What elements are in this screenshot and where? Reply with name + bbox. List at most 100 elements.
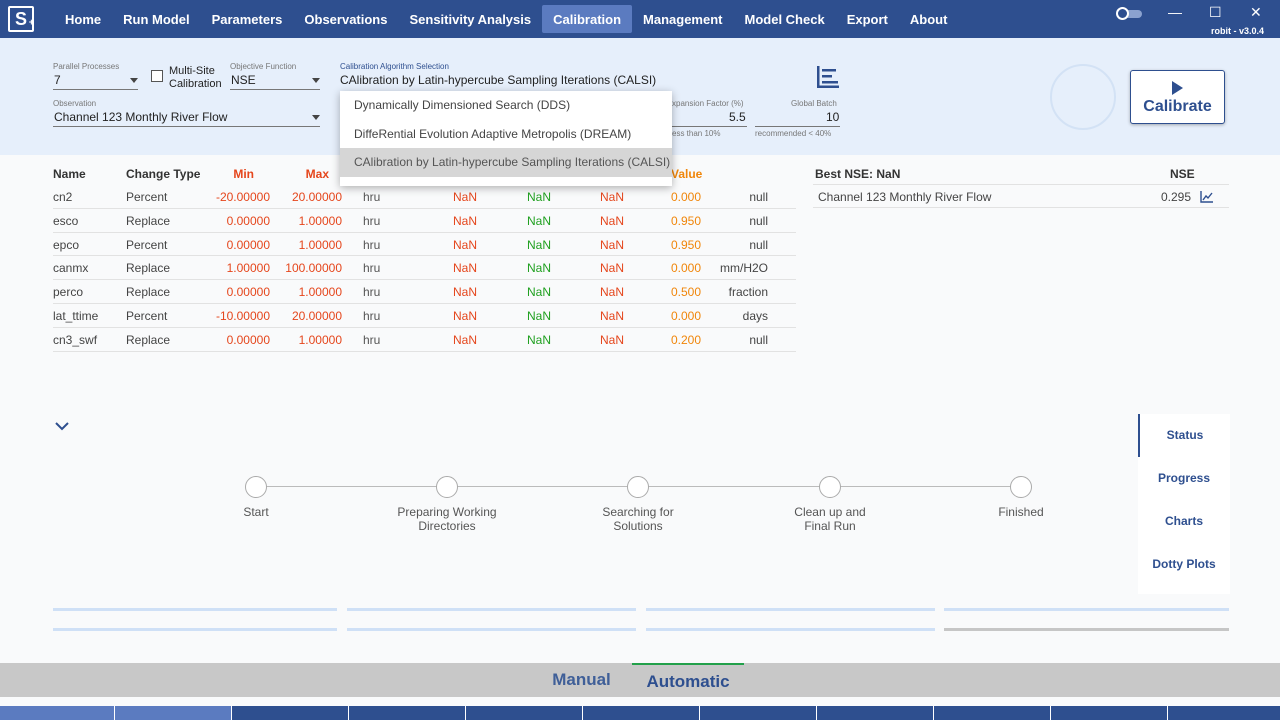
nav-run-model[interactable]: Run Model [123, 12, 190, 27]
step-label: Searching for Solutions [602, 505, 674, 533]
tab-status[interactable]: Status [1138, 414, 1230, 457]
min-value: 0.00000 [226, 213, 270, 228]
status-side-tabs: Status Progress Charts Dotty Plots [1138, 414, 1230, 594]
unit-value: hru [363, 261, 381, 276]
change-type: Replace [126, 213, 171, 228]
param-name: lat_ttime [53, 308, 99, 323]
batch-input[interactable]: 10 [826, 110, 840, 124]
tab-automatic[interactable]: Automatic [632, 663, 744, 697]
objective-label: Objective Function [230, 62, 297, 71]
parameters-table: Name Change Type Min Max Value cn2 Percen… [53, 162, 796, 352]
step-searching-circle [627, 476, 649, 498]
nan-value: NaN [600, 237, 625, 252]
maximize-icon[interactable]: ☐ [1209, 4, 1222, 20]
max-value: 20.00000 [291, 190, 342, 204]
change-type: Replace [126, 285, 171, 300]
nav-calibration[interactable]: Calibration [542, 5, 633, 33]
nan-value: NaN [600, 332, 625, 347]
change-type: Percent [126, 237, 168, 252]
nav-home[interactable]: Home [65, 12, 102, 27]
dropdown-option-dds[interactable]: Dynamically Dimensioned Search (DDS) [354, 98, 571, 112]
table-row[interactable]: Channel 123 Monthly River Flow 0.295 [813, 184, 1229, 208]
step-label: Clean up and Final Run [794, 505, 866, 533]
parallel-select[interactable]: 7 [54, 73, 61, 87]
unit-label: null [749, 213, 768, 228]
chevron-down-icon[interactable] [312, 115, 320, 120]
observation-label: Observation [53, 99, 97, 108]
nan-value: NaN [527, 332, 552, 347]
theme-toggle[interactable] [1116, 7, 1142, 20]
nan-value: NaN [527, 261, 552, 276]
nan-value: NaN [527, 190, 552, 204]
calibrate-button[interactable]: Calibrate [1130, 70, 1225, 124]
top-nav-bar: S + Home Run Model Parameters Observation… [0, 0, 1280, 38]
close-icon[interactable]: ✕ [1250, 4, 1262, 20]
nan-value: NaN [600, 190, 625, 204]
unit-value: hru [363, 285, 381, 300]
table-row[interactable]: cn2 Percent -20.00000 20.00000 hru NaN NaN NaN 0… [53, 185, 796, 209]
current-value: 0.000 [671, 190, 702, 204]
observation-name: Channel 123 Monthly River Flow [818, 190, 992, 204]
multisite-checkbox[interactable] [151, 70, 163, 82]
nav-export[interactable]: Export [846, 12, 888, 27]
chevron-down-icon[interactable] [312, 78, 320, 83]
current-value: 0.950 [671, 213, 702, 228]
nav-management[interactable]: Management [643, 12, 723, 27]
algorithm-dropdown-menu: Dynamically Dimensioned Search (DDS) Dif… [340, 91, 672, 186]
minimize-icon[interactable]: — [1168, 4, 1182, 20]
status-strip [0, 706, 1280, 720]
nan-value: NaN [527, 285, 552, 300]
current-value: 0.000 [671, 261, 702, 276]
chevron-down-icon[interactable] [55, 421, 69, 431]
step-label: Preparing Working Directories [397, 505, 497, 533]
best-nse-table: Best NSE: NaN NSE Channel 123 Monthly Ri… [813, 162, 1229, 208]
nan-value: NaN [600, 213, 625, 228]
param-name: canmx [53, 261, 89, 276]
nav-model-check[interactable]: Model Check [744, 12, 825, 27]
table-row[interactable]: cn3_swf Replace 0.00000 1.00000 hru NaN NaN NaN… [53, 328, 796, 352]
current-value: 0.950 [671, 237, 702, 252]
min-value: 0.00000 [226, 285, 270, 300]
step-cleanup-circle [819, 476, 841, 498]
change-type: Percent [126, 308, 168, 323]
tab-dotty-plots[interactable]: Dotty Plots [1152, 557, 1216, 571]
dropdown-option-dream[interactable]: DiffeRential Evolution Adaptive Metropol… [354, 126, 632, 141]
min-value: 1.00000 [226, 261, 270, 276]
param-name: epco [53, 237, 80, 252]
nan-value: NaN [527, 308, 552, 323]
nan-value: NaN [600, 285, 625, 300]
current-value: 0.200 [671, 332, 702, 347]
table-row[interactable]: perco Replace 0.00000 1.00000 hru NaN NaN NaN 0.… [53, 280, 796, 304]
nav-parameters[interactable]: Parameters [211, 12, 283, 27]
dropdown-option-calsi[interactable]: CAlibration by Latin-hypercube Sampling … [340, 148, 672, 177]
best-nse-title: Best NSE: NaN [815, 167, 901, 181]
nav-observations[interactable]: Observations [304, 12, 388, 27]
min-value: -10.00000 [215, 308, 270, 323]
current-value: 0.000 [671, 308, 702, 323]
chevron-down-icon[interactable] [130, 78, 138, 83]
nav-sensitivity-analysis[interactable]: Sensitivity Analysis [409, 12, 532, 27]
nav-about[interactable]: About [909, 12, 948, 27]
change-type: Replace [126, 261, 171, 276]
table-row[interactable]: esco Replace 0.00000 1.00000 hru NaN NaN NaN 0.9… [53, 209, 796, 233]
nan-value: NaN [453, 285, 478, 300]
max-value: 1.00000 [298, 332, 342, 347]
tab-charts[interactable]: Charts [1164, 514, 1203, 528]
max-value: 20.00000 [291, 308, 342, 323]
line-chart-icon[interactable] [1200, 191, 1214, 203]
version-label: robit - v3.0.4 [1210, 26, 1264, 36]
tab-progress[interactable]: Progress [1157, 471, 1211, 485]
table-row[interactable]: lat_ttime Percent -10.00000 20.00000 hru NaN N… [53, 304, 796, 328]
table-row[interactable]: epco Percent 0.00000 1.00000 hru NaN NaN NaN 0.9… [53, 233, 796, 257]
unit-label: fraction [728, 285, 768, 300]
max-value: 1.00000 [298, 237, 342, 252]
observation-select[interactable]: Channel 123 Monthly River Flow [54, 110, 228, 124]
objective-select[interactable]: NSE [231, 73, 256, 87]
expansion-input[interactable]: 5.5 [729, 110, 746, 124]
expansion-label: xpansion Factor (%) [672, 99, 744, 108]
algorithm-chart-icon[interactable] [816, 65, 840, 89]
tab-manual[interactable]: Manual [552, 670, 611, 689]
min-value: -20.00000 [215, 190, 270, 204]
algorithm-select[interactable]: CAlibration by Latin-hypercube Sampling … [340, 73, 657, 87]
table-row[interactable]: canmx Replace 1.00000 100.00000 hru NaN NaN NaN… [53, 256, 796, 281]
